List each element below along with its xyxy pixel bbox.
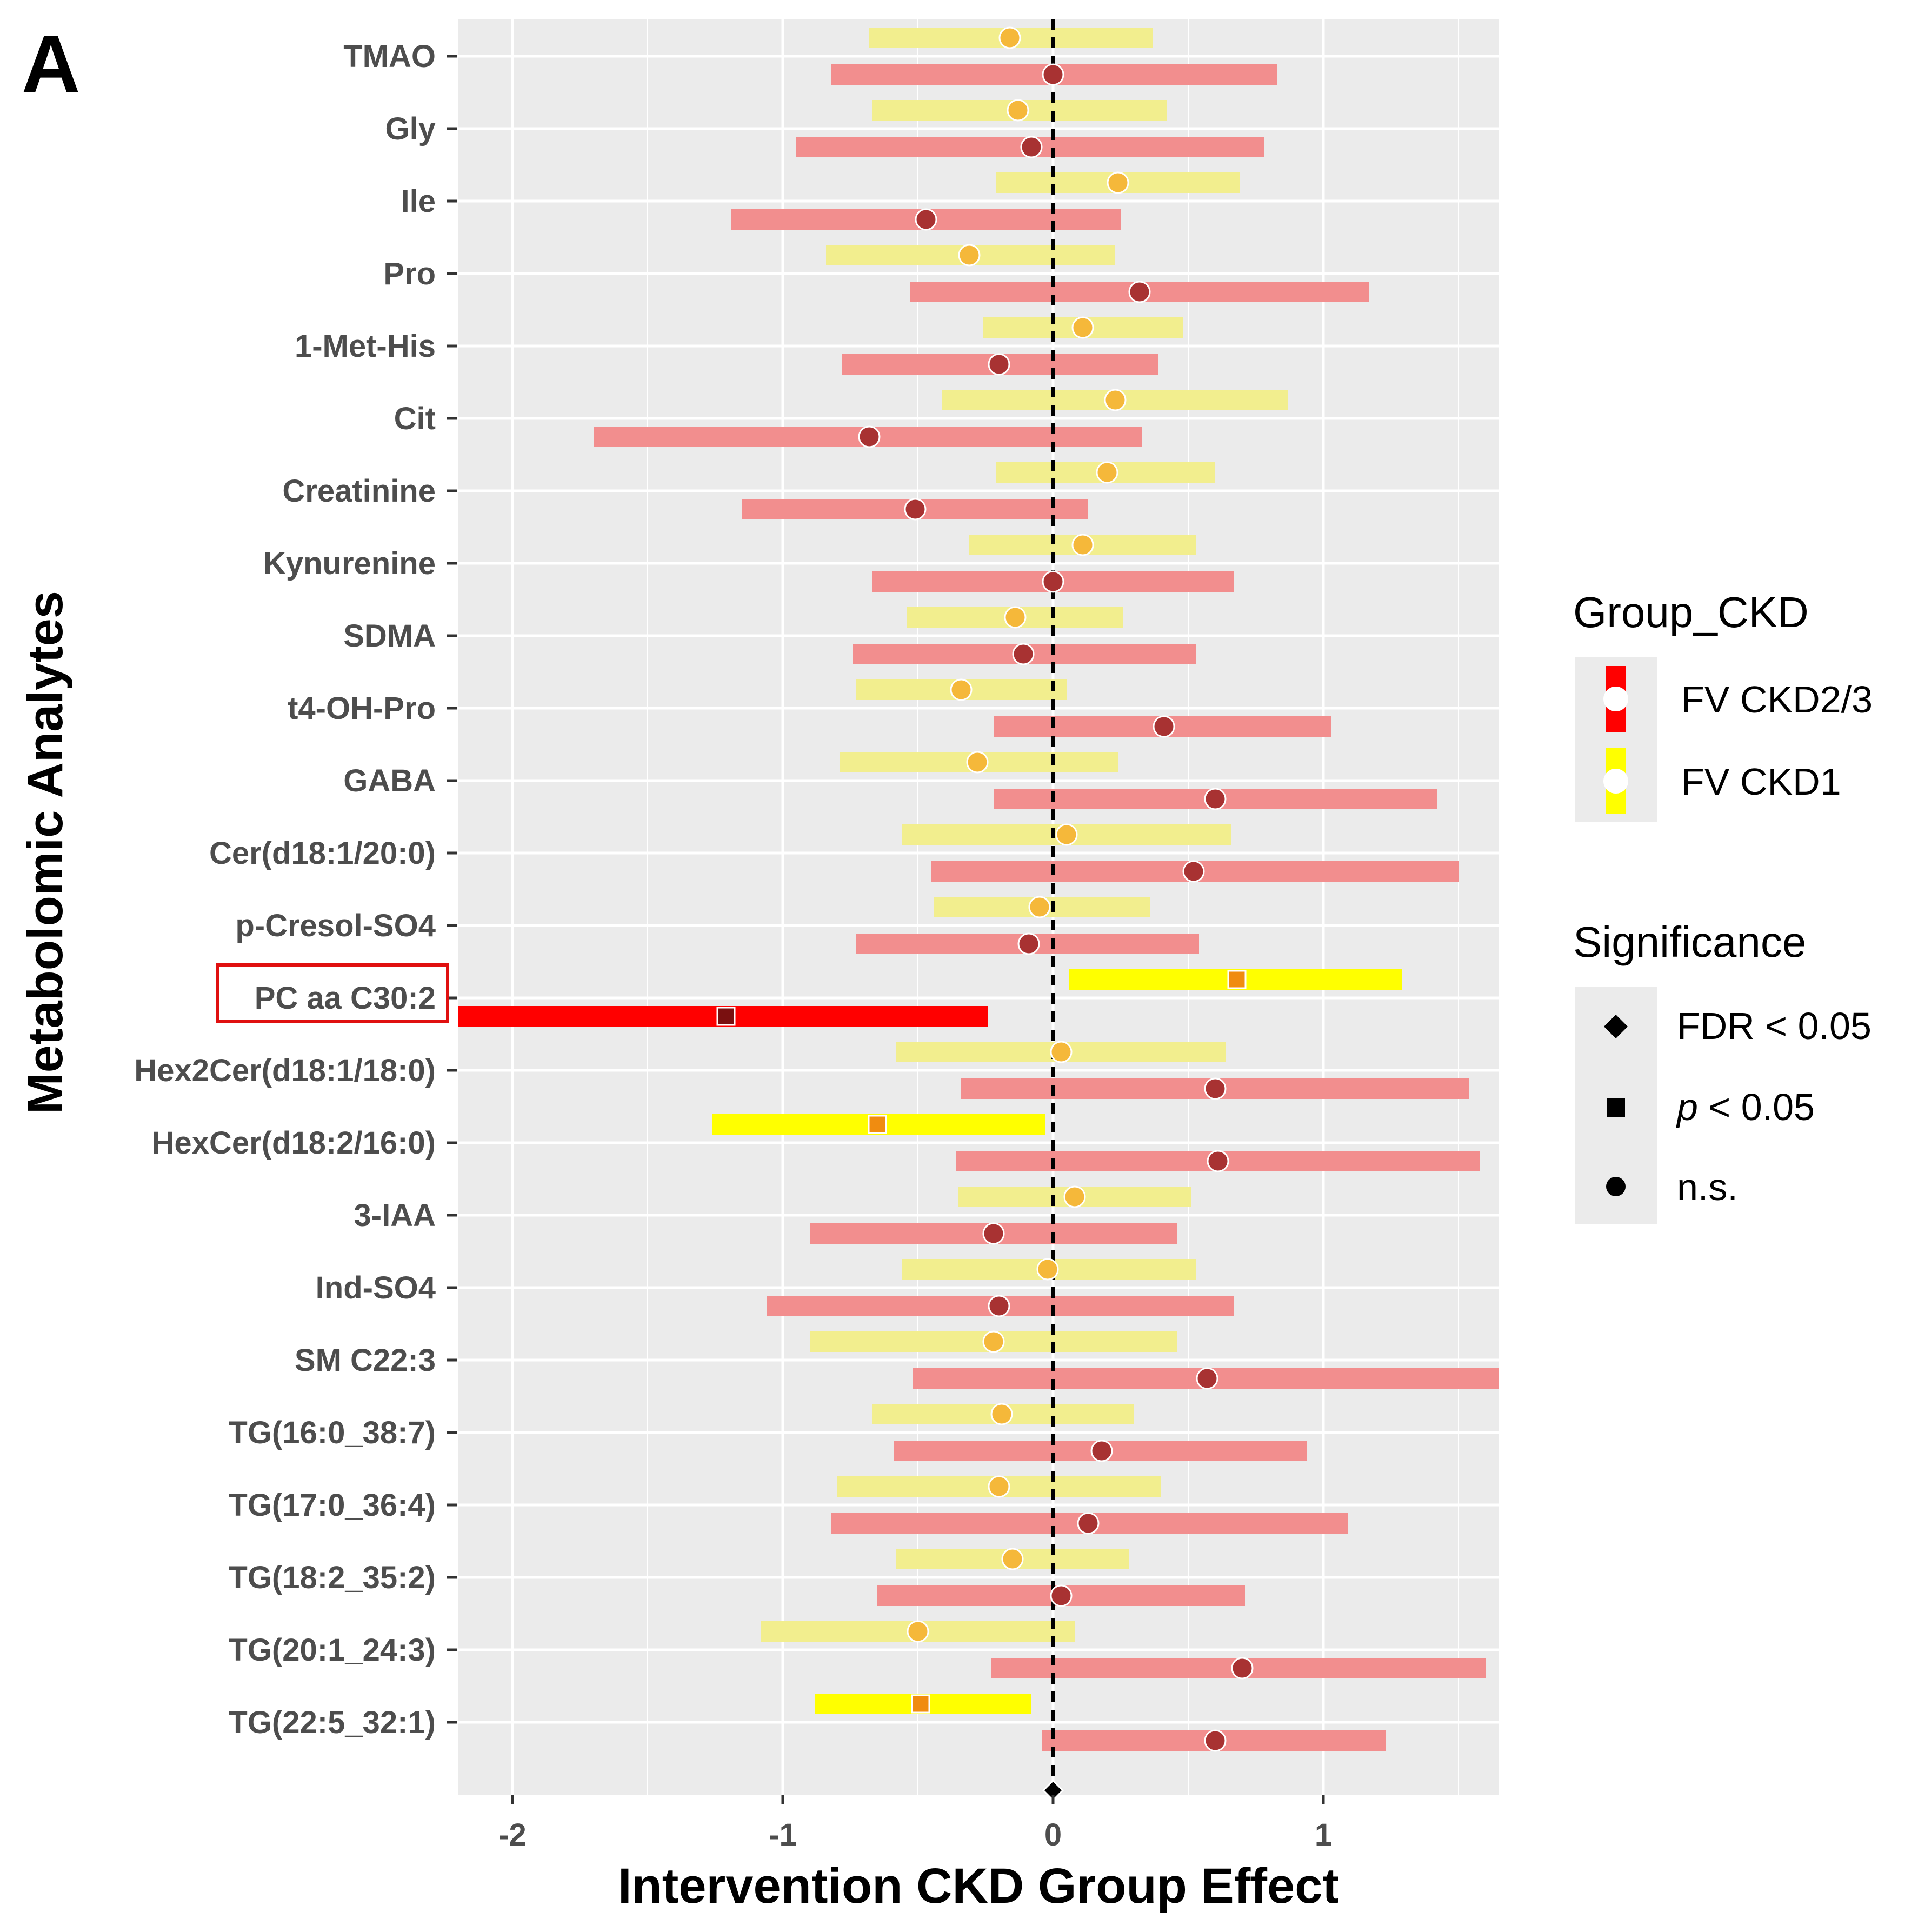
estimate-point-ckd23: [1077, 1512, 1100, 1535]
y-tick-label: Ind-SO4: [316, 1270, 436, 1305]
estimate-point-ckd1: [950, 678, 973, 701]
estimate-point-ckd23: [858, 425, 881, 448]
x-tick-label: -2: [498, 1817, 527, 1853]
y-tick-label: 3-IAA: [354, 1198, 436, 1233]
y-tick-label: SDMA: [343, 618, 436, 654]
estimate-point-ckd1: [1036, 1258, 1059, 1281]
y-tick-label: TMAO: [343, 39, 436, 74]
estimate-point-ckd1: [1001, 1548, 1024, 1570]
estimate-point-ckd23: [1204, 1077, 1227, 1100]
estimate-point-ckd23: [1231, 1657, 1254, 1680]
y-tick-label: TG(18:2_35:2): [228, 1560, 436, 1595]
y-axis-labels: TMAO Gly Ile Pro 1-Met-His Cit Creatinine Kynur…: [134, 39, 457, 1740]
y-tick-label: SM C22:3: [295, 1343, 436, 1378]
y-tick-label: Pro: [383, 256, 436, 291]
estimate-point-ckd23: [1050, 1584, 1073, 1607]
estimate-point-ckd23: [915, 208, 937, 231]
estimate-point-ckd23: [1042, 570, 1064, 593]
estimate-point-ckd23: [1017, 932, 1040, 955]
estimate-point-ckd1: [907, 1620, 929, 1643]
x-axis: -2 -1 0 1: [498, 1795, 1332, 1853]
y-axis-title: Metabolomic Analytes: [18, 591, 73, 1114]
panel-letter: A: [22, 18, 80, 109]
y-tick-label: TG(17:0_36:4): [228, 1488, 436, 1523]
legend-group-ckd: Group_CKD FV CKD2/3 FV CKD1: [1573, 588, 1873, 822]
legend-label-fdr: FDR < 0.05: [1677, 1005, 1872, 1047]
estimate-point-ckd1: [990, 1403, 1013, 1425]
legend-label-ckd1: FV CKD1: [1681, 761, 1841, 803]
estimate-point-ckd1: [1050, 1041, 1073, 1063]
estimate-point-ckd1: [988, 1475, 1010, 1498]
estimate-point-ckd1: [1055, 823, 1078, 846]
estimate-square-ckd1: [1227, 970, 1247, 989]
x-tick-label: -1: [769, 1817, 797, 1853]
estimate-point-ckd23: [1012, 643, 1035, 665]
y-tick-label: t4-OH-Pro: [288, 691, 436, 726]
y-tick-label: Gly: [385, 111, 436, 146]
estimate-point-ckd23: [988, 1295, 1010, 1317]
estimate-point-ckd23: [1204, 788, 1227, 810]
estimate-point-ckd1: [1007, 99, 1029, 122]
estimate-point-ckd23: [1182, 860, 1205, 883]
estimate-point-ckd1: [1096, 461, 1118, 484]
estimate-point-ckd1: [958, 244, 981, 267]
legend-circle-icon: [1606, 1177, 1626, 1196]
estimate-point-ckd23: [1020, 136, 1043, 158]
estimate-square-ckd23: [716, 1007, 736, 1026]
legend-square-icon: [1607, 1098, 1625, 1117]
legend-label-ns: n.s.: [1677, 1166, 1738, 1208]
estimate-point-ckd1: [1028, 896, 1051, 918]
y-tick-label: TG(22:5_32:1): [228, 1705, 436, 1740]
estimate-point-ckd23: [1090, 1440, 1113, 1462]
estimate-point-ckd23: [1207, 1150, 1229, 1172]
y-tick-label: Cer(d18:1/20:0): [209, 836, 436, 871]
x-axis-title: Intervention CKD Group Effect: [618, 1858, 1339, 1914]
legend-group-title: Group_CKD: [1573, 588, 1809, 636]
y-tick-label: Creatinine: [282, 474, 436, 509]
legend-key-ckd23-point: [1603, 687, 1628, 711]
y-tick-label: HexCer(d18:2/16:0): [152, 1125, 436, 1161]
estimate-point-ckd23: [988, 353, 1010, 376]
estimate-point-ckd1: [1063, 1185, 1086, 1208]
x-tick-label: 0: [1044, 1817, 1062, 1853]
estimate-point-ckd1: [1071, 534, 1094, 556]
y-tick-label: Ile: [401, 184, 436, 219]
y-tick-label: Cit: [394, 401, 436, 436]
estimate-point-ckd1: [966, 751, 989, 774]
estimate-point-ckd23: [1204, 1729, 1227, 1752]
legend-key-ckd1-point: [1603, 769, 1628, 794]
x-tick-label: 1: [1315, 1817, 1332, 1853]
estimate-square-ckd1: [911, 1694, 930, 1714]
estimate-point-ckd1: [1104, 389, 1127, 411]
y-tick-label: TG(20:1_24:3): [228, 1633, 436, 1668]
highlight-box: [216, 963, 449, 1023]
estimate-square-ckd1: [868, 1115, 887, 1134]
legend-significance: Significance FDR < 0.05 p < 0.05 n.s.: [1573, 918, 1872, 1224]
estimate-point-ckd23: [982, 1222, 1005, 1245]
estimate-point-ckd23: [1196, 1367, 1218, 1390]
y-tick-label: GABA: [343, 763, 436, 798]
estimate-point-ckd23: [1042, 63, 1064, 86]
y-tick-label: Kynurenine: [263, 546, 436, 581]
legend-label-ckd23: FV CKD2/3: [1681, 678, 1873, 721]
estimate-point-ckd1: [1071, 316, 1094, 339]
y-tick-label: PC aa C30:2: [255, 981, 436, 1016]
estimate-point-ckd1: [1107, 171, 1129, 194]
y-tick-label: 1-Met-His: [295, 329, 436, 364]
legend-significance-title: Significance: [1573, 918, 1806, 966]
legend-diamond-icon: [1604, 1015, 1628, 1038]
grid-layer: [458, 19, 1499, 1795]
y-tick-label: p-Cresol-SO4: [235, 908, 436, 943]
estimate-point-ckd23: [1153, 715, 1175, 738]
estimate-point-ckd1: [1004, 606, 1027, 629]
y-tick-label: Hex2Cer(d18:1/18:0): [134, 1053, 436, 1088]
points-layer: [716, 26, 1254, 1752]
y-tick-label: TG(16:0_38:7): [228, 1415, 436, 1450]
estimate-point-ckd1: [998, 26, 1021, 49]
estimate-point-ckd23: [1128, 281, 1151, 303]
estimate-point-ckd23: [904, 498, 927, 521]
legend-label-p: p < 0.05: [1676, 1086, 1815, 1128]
estimate-point-ckd1: [982, 1330, 1005, 1353]
